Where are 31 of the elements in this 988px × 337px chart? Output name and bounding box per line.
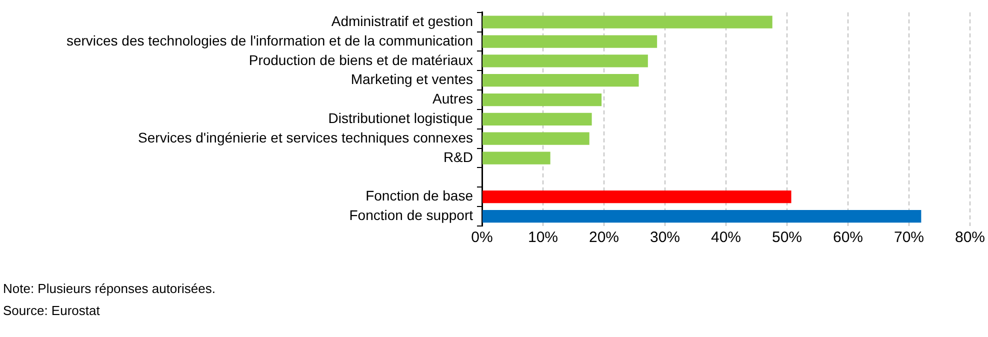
y-tick-label: Fonction de base (366, 188, 474, 204)
bar (482, 16, 772, 28)
bar (482, 35, 658, 48)
x-tick-label: 70% (894, 229, 924, 246)
bar (482, 54, 648, 68)
bar (482, 152, 550, 164)
y-tick-label: services des technologies de l'information et de la communication (66, 32, 473, 48)
text: Note: Plusieurs réponses autorisées. (3, 280, 216, 298)
bar (482, 132, 590, 145)
bar (482, 112, 592, 126)
y-tick-label: Fonction de support (349, 207, 474, 224)
y-tick-label: Distributionet logistique (328, 110, 474, 126)
bar (482, 74, 639, 87)
bar (482, 210, 922, 223)
y-tick-label: Autres (432, 90, 473, 107)
source-note: Source: Eurostat (3, 302, 101, 320)
bar (482, 93, 602, 106)
x-tick-label: 20% (588, 229, 620, 246)
y-tick-label: Services d'ingénierie et services techniques connexes (138, 129, 473, 146)
y-tick-label: Marketing et ventes (350, 71, 473, 88)
y-tick-label: Production de biens et de matériaux (248, 52, 473, 68)
x-tick-label: 10% (528, 229, 558, 246)
x-tick-label: 30% (650, 229, 680, 246)
x-tick-label: 50% (772, 229, 802, 246)
x-tick-label: 40% (710, 229, 742, 246)
x-tick-label: 60% (832, 229, 864, 246)
y-tick-label: Administratif et gestion (331, 12, 473, 29)
bar (482, 190, 792, 204)
y-tick-label: R&D (443, 148, 473, 165)
x-tick-label: 0% (471, 229, 493, 246)
x-tick-label: 80% (954, 229, 986, 246)
